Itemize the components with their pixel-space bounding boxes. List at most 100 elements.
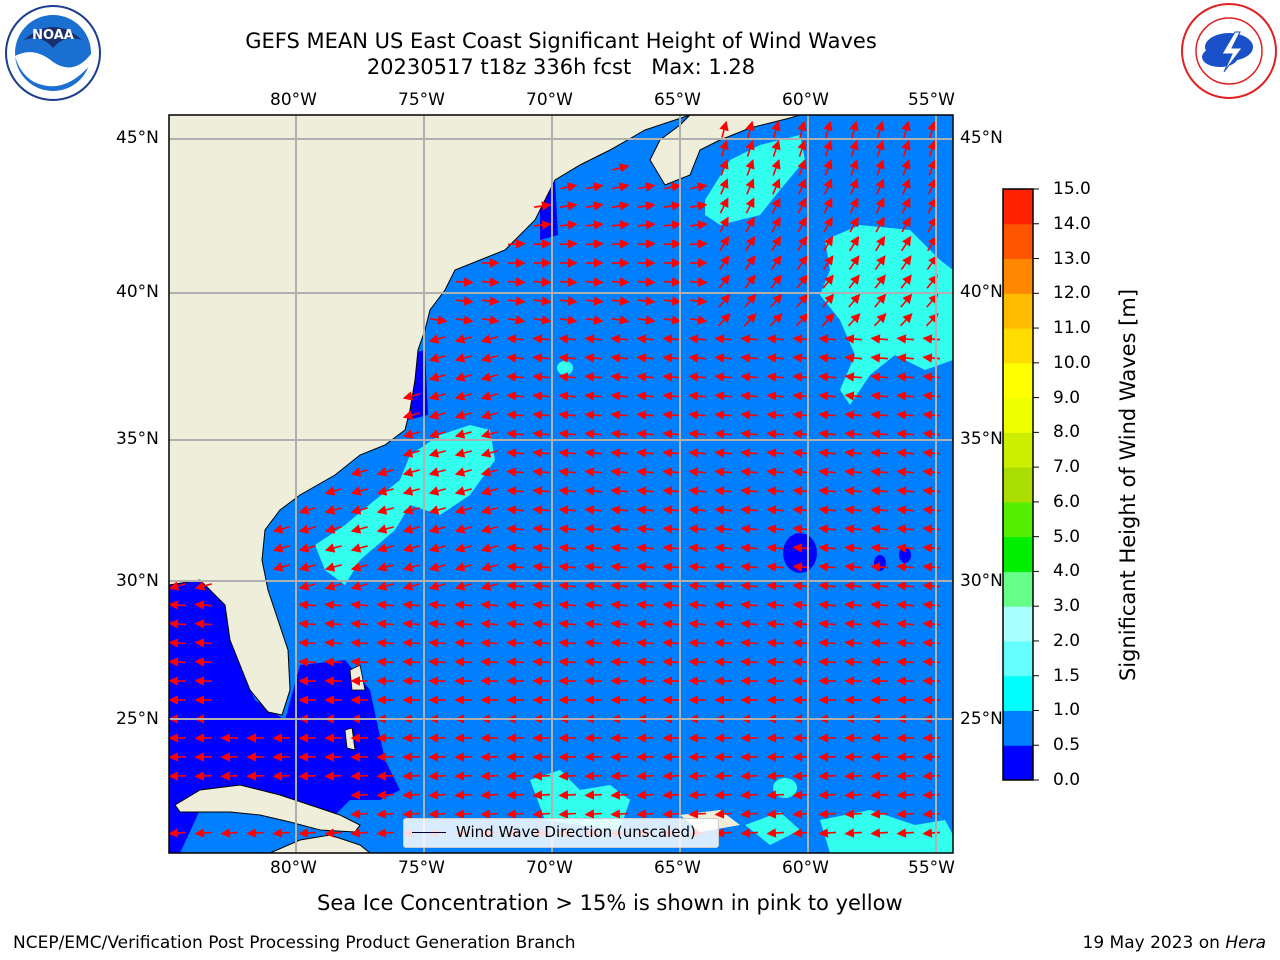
wind-wave-arrow [896, 657, 915, 667]
wind-wave-arrow [584, 543, 603, 553]
wind-wave-arrow [849, 159, 859, 176]
wind-wave-arrow [848, 255, 860, 271]
wind-wave-arrow [480, 410, 498, 420]
wind-wave-arrow [454, 505, 472, 515]
map-title-line2: 20230517 t18z 336h fcst Max: 1.28 [366, 55, 756, 79]
wind-wave-arrow [376, 657, 395, 667]
wind-wave-arrow [428, 619, 447, 629]
footer-host: Hera [1225, 933, 1266, 953]
wind-wave-arrow [350, 562, 368, 572]
wind-wave-arrow [507, 277, 526, 287]
wind-wave-arrow [376, 638, 395, 648]
wind-wave-arrow [506, 410, 525, 420]
wind-wave-arrow [376, 771, 395, 781]
wind-wave-arrow [896, 429, 915, 439]
wind-wave-arrow [584, 771, 603, 781]
wind-wave-arrow [454, 410, 472, 420]
wind-wave-arrow [662, 524, 681, 534]
wind-wave-arrow [584, 809, 603, 819]
wind-wave-arrow [849, 178, 859, 195]
wind-wave-arrow [797, 216, 807, 233]
wind-wave-arrow [688, 657, 707, 667]
wind-wave-arrow [922, 809, 941, 819]
wind-wave-arrow [663, 220, 682, 230]
wind-wave-arrow [922, 429, 941, 439]
map-legend: Wind Wave Direction (unscaled) [403, 818, 719, 848]
wind-wave-arrow [714, 657, 733, 667]
svg-text:NOAA: NOAA [32, 28, 74, 43]
wind-wave-arrow [870, 657, 889, 667]
wind-wave-arrow [428, 410, 446, 420]
wind-wave-arrow [662, 372, 681, 382]
wind-wave-arrow [745, 197, 755, 214]
wind-wave-arrow [740, 505, 759, 515]
wind-wave-arrow [896, 809, 915, 819]
wind-wave-arrow [844, 828, 863, 838]
wind-wave-arrow [818, 429, 837, 439]
wind-wave-arrow [298, 600, 317, 610]
wind-wave-arrow [298, 524, 316, 534]
wind-wave-arrow [714, 600, 733, 610]
wind-wave-arrow [896, 391, 915, 401]
wind-wave-arrow [428, 429, 446, 439]
wind-wave-arrow [585, 239, 604, 249]
wind-wave-arrow [766, 524, 785, 534]
wind-wave-arrow [818, 809, 837, 819]
wind-wave-arrow [532, 353, 551, 363]
wind-wave-arrow [455, 277, 474, 287]
wind-wave-arrow [823, 216, 833, 233]
colorbar-segment [1003, 362, 1033, 399]
wind-wave-arrow [638, 182, 656, 192]
lon-tick-bottom: 60°W [782, 858, 829, 878]
wind-wave-arrow [584, 467, 603, 477]
wind-wave-arrow [740, 467, 759, 477]
wind-wave-arrow [719, 216, 729, 233]
wind-wave-arrow [480, 771, 499, 781]
wind-wave-arrow [584, 429, 603, 439]
wind-wave-arrow [797, 139, 807, 157]
wind-wave-arrow [637, 277, 656, 287]
wind-wave-arrow [533, 277, 552, 287]
wind-wave-arrow [714, 790, 733, 800]
wind-wave-arrow [900, 293, 913, 308]
wind-wave-arrow [610, 353, 629, 363]
wind-wave-arrow [532, 600, 551, 610]
legend-line-swatch [412, 832, 446, 833]
wind-wave-arrow [927, 235, 938, 252]
wind-wave-arrow [611, 239, 630, 249]
wind-wave-arrow [744, 255, 756, 271]
wind-wave-arrow [298, 581, 316, 591]
wind-wave-arrow [454, 790, 473, 800]
wind-wave-arrow [272, 524, 290, 534]
wind-wave-arrow [896, 790, 915, 800]
wind-wave-arrow [402, 809, 421, 819]
wind-wave-arrow [454, 600, 473, 610]
footer-date: 19 May 2023 on Hera [1083, 933, 1267, 953]
wind-wave-arrow [558, 771, 577, 781]
wind-wave-arrow [689, 277, 708, 287]
wind-wave-arrow [740, 353, 759, 363]
wind-wave-arrow [896, 524, 915, 534]
wind-wave-arrow [927, 120, 937, 138]
wind-wave-arrow [797, 178, 807, 195]
wind-wave-arrow [818, 505, 837, 515]
wind-wave-arrow [584, 524, 603, 534]
wind-wave-arrow [169, 638, 187, 648]
wind-wave-arrow [818, 562, 837, 572]
wind-wave-arrow [662, 771, 681, 781]
wind-wave-arrow [194, 619, 213, 629]
wind-wave-arrow [870, 828, 889, 838]
wind-wave-arrow [324, 543, 342, 553]
wind-wave-arrow [506, 391, 525, 401]
wind-wave-arrow [584, 505, 603, 515]
wind-wave-arrow [870, 581, 889, 591]
colorbar-segment [1003, 189, 1033, 225]
wind-wave-arrow [637, 296, 656, 306]
wind-wave-arrow [532, 334, 551, 344]
wind-wave-arrow [533, 220, 552, 230]
wind-wave-arrow [610, 600, 629, 610]
wind-wave-arrow [507, 315, 526, 325]
wind-wave-arrow [662, 638, 681, 648]
wind-wave-arrow [636, 429, 655, 439]
wind-wave-arrow [766, 828, 785, 838]
